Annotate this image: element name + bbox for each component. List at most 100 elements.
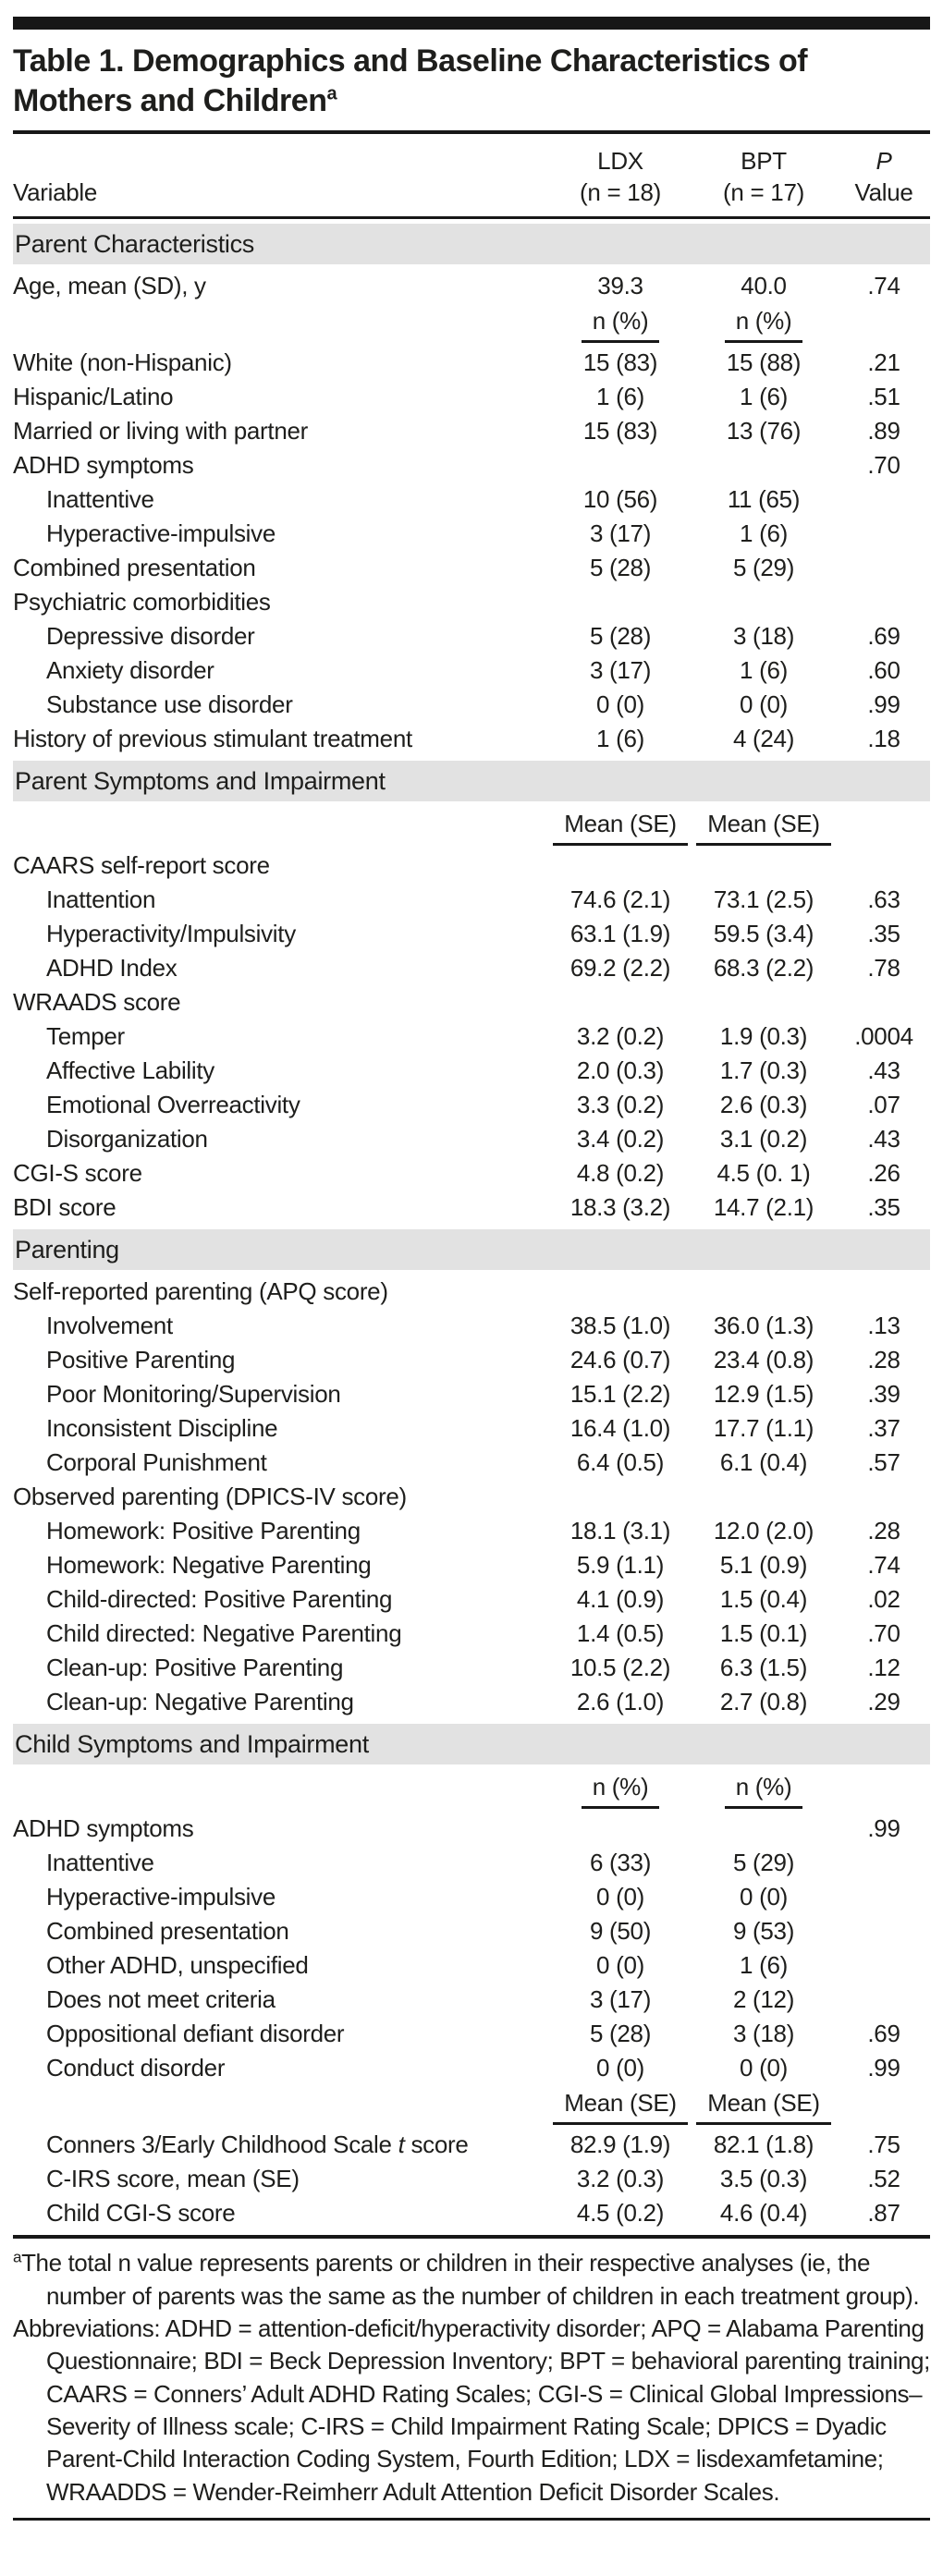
bpt-value: 5.1 (0.9) [719,1551,808,1580]
bpt-value: 9 (53) [732,1917,795,1946]
bpt-value: 17.7 (1.1) [713,1414,814,1443]
ldx-column-header: LDX (n = 18) [551,145,690,209]
table-row: Affective Lability 2.0 (0.3) 1.7 (0.3) .43 [13,1054,930,1088]
row-label: CGI-S score [13,1159,142,1188]
bpt-value: 15 (88) [726,348,802,377]
bpt-value: 4 (24) [732,725,795,753]
p-value: .29 [867,1688,900,1716]
bpt-value: 1.9 (0.3) [719,1022,808,1051]
table-row: Child CGI-S score 4.5 (0.2) 4.6 (0.4) .87 [13,2196,930,2230]
bpt-column-header-name: BPT [741,146,787,175]
row-label: Disorganization [46,1125,208,1154]
row-label: Oppositional defiant disorder [46,2020,345,2048]
table-title: Table 1. Demographics and Baseline Chara… [13,42,930,121]
bpt-value: 82.1 (1.8) [713,2130,814,2159]
row-label: ADHD symptoms [13,451,194,480]
row-label: Temper [46,1022,125,1051]
ldx-value: 2.0 (0.3) [576,1056,665,1085]
ldx-subheader-label: Mean (SE) [553,810,688,846]
p-value: .35 [867,920,900,948]
row-label: Conners 3/Early Childhood Scale t score [46,2130,469,2159]
table-row: Hispanic/Latino 1 (6) 1 (6) .51 [13,380,930,414]
p-column-header-p: P [876,146,892,175]
ldx-column-header-name: LDX [597,146,643,175]
column-subheader-row: n (%) n (%) [13,1769,930,1812]
p-value: .74 [867,272,900,300]
ldx-column-header-n: (n = 18) [580,177,661,206]
ldx-value: 38.5 (1.0) [569,1312,671,1340]
row-label: Hyperactive-impulsive [46,1883,276,1911]
bpt-subheader-label: Mean (SE) [696,2089,831,2125]
bpt-subheader: Mean (SE) [690,2089,838,2125]
bpt-subheader: n (%) [690,1773,838,1809]
p-value: .78 [867,954,900,983]
section-header-row: Child Symptoms and Impairment [13,1724,930,1765]
bpt-value: 3.1 (0.2) [719,1125,808,1154]
column-subheader-row: Mean (SE) Mean (SE) [13,2085,930,2128]
bpt-value: 40.0 [741,272,787,300]
ldx-value: 3 (17) [589,656,652,685]
p-value: .99 [867,690,900,719]
row-label: Combined presentation [46,1917,289,1946]
table-row: History of previous stimulant treatment 1… [13,722,930,756]
table-row: Child-directed: Positive Parenting 4.1 (0… [13,1582,930,1617]
p-value: .0004 [854,1022,913,1051]
table-row: Involvement 38.5 (1.0) 36.0 (1.3) .13 [13,1309,930,1343]
p-value: .99 [867,1814,900,1843]
variable-column-header: Variable [13,177,98,206]
p-value: .70 [867,451,900,480]
table-row: CAARS self-report score [13,848,930,883]
ldx-value: 3 (17) [589,1985,652,2014]
p-value: .52 [867,2165,900,2193]
p-value: .89 [867,417,900,446]
p-value: .28 [867,1346,900,1374]
ldx-value: 69.2 (2.2) [569,954,671,983]
row-label: Hyperactive-impulsive [46,519,276,548]
section-header-label: Child Symptoms and Impairment [15,1729,369,1758]
row-label: ADHD symptoms [13,1814,194,1843]
table-row: Inattentive 10 (56) 11 (65) [13,482,930,517]
table-row: Hyperactive-impulsive 0 (0) 0 (0) [13,1880,930,1914]
bpt-column-header: BPT (n = 17) [690,145,838,209]
bpt-value: 3 (18) [732,2020,795,2048]
section-header-row: Parent Characteristics [13,224,930,265]
ldx-value: 4.1 (0.9) [576,1585,665,1614]
ldx-value: 10.5 (2.2) [569,1654,671,1682]
ldx-value: 2.6 (1.0) [576,1688,665,1716]
ldx-subheader-label: n (%) [581,307,660,343]
table-row: Homework: Positive Parenting 18.1 (3.1) 12… [13,1514,930,1548]
ldx-value: 3.4 (0.2) [576,1125,665,1154]
table-row: ADHD symptoms .70 [13,448,930,482]
ldx-value: 18.1 (3.1) [569,1517,671,1545]
p-value: .51 [867,383,900,411]
row-label: Positive Parenting [46,1346,236,1374]
ldx-value: 9 (50) [589,1917,652,1946]
column-header-row: Variable LDX (n = 18) BPT (n = 17) P Val… [13,134,930,217]
footnote-a-marker: a [13,2248,22,2266]
bpt-subheader: n (%) [690,307,838,343]
row-label: Homework: Negative Parenting [46,1551,372,1580]
ldx-value: 5 (28) [589,622,652,651]
table-title-footnote-marker: a [326,83,337,104]
table-title-line2: Mothers and Children [13,82,327,118]
bpt-value: 36.0 (1.3) [713,1312,814,1340]
header-divider-rule [13,216,930,220]
p-value: .43 [867,1125,900,1154]
bpt-value: 4.6 (0.4) [719,2199,808,2228]
bpt-value: 4.5 (0. 1) [716,1159,811,1188]
ldx-value: 6.4 (0.5) [576,1448,665,1477]
p-value: .69 [867,2020,900,2048]
bpt-value: 1 (6) [740,656,788,685]
p-value: .28 [867,1517,900,1545]
p-value: .26 [867,1159,900,1188]
row-label: Hispanic/Latino [13,383,174,411]
ldx-value: 15.1 (2.2) [569,1380,671,1409]
bpt-value: 1.5 (0.4) [719,1585,808,1614]
section-header-label: Parenting [15,1235,119,1264]
table-row: Psychiatric comorbidities [13,585,930,619]
table-row: Conners 3/Early Childhood Scale t score 8… [13,2128,930,2162]
p-value: .87 [867,2199,900,2228]
bpt-value: 1 (6) [740,383,788,411]
bpt-value: 13 (76) [726,417,802,446]
